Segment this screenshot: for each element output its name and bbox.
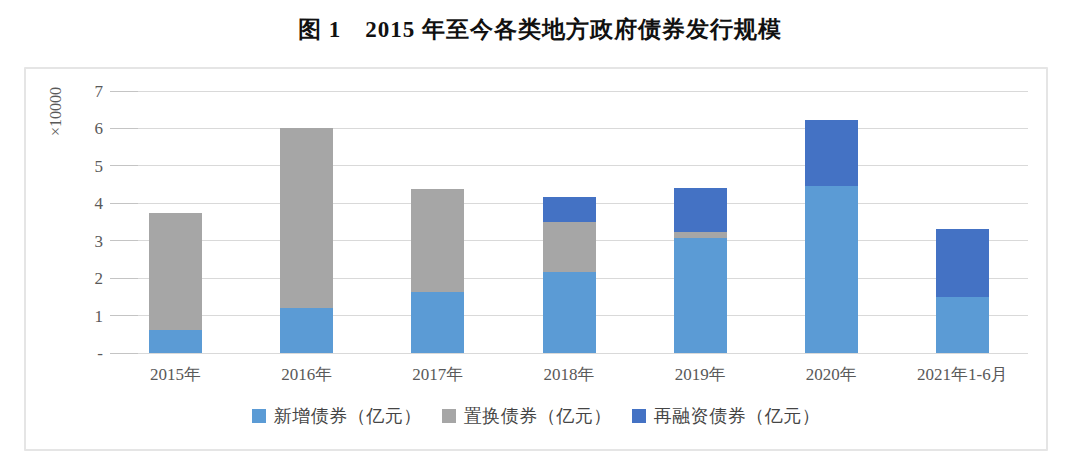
bar-segment: [280, 128, 333, 308]
y-axis-tick: [110, 315, 138, 316]
legend-label: 再融资债券（亿元）: [654, 404, 821, 428]
gridline: [110, 91, 1028, 92]
bar-segment: [674, 232, 727, 239]
bar-segment: [936, 229, 989, 297]
x-axis-label: 2015年: [101, 363, 251, 386]
bar-segment: [805, 186, 858, 353]
bar-segment: [543, 197, 596, 222]
x-axis-label: 2016年: [232, 363, 382, 386]
y-axis-tick: [110, 353, 138, 354]
y-tick-label: 3: [63, 233, 103, 250]
legend-swatch-icon: [632, 409, 646, 423]
legend-item: 再融资债券（亿元）: [632, 404, 821, 428]
bar-segment: [674, 238, 727, 353]
bar-segment: [149, 330, 202, 353]
bar-segment: [411, 189, 464, 291]
bar-segment: [411, 292, 464, 353]
y-tick-label: 6: [63, 120, 103, 137]
x-axis-label: 2018年: [494, 363, 644, 386]
x-axis-label: 2021年1-6月: [887, 363, 1037, 386]
y-tick-label: 4: [63, 195, 103, 212]
y-axis-tick: [110, 203, 138, 204]
bar-segment: [280, 308, 333, 353]
gridline: [110, 128, 1028, 129]
bar-segment: [543, 222, 596, 272]
legend-swatch-icon: [252, 409, 266, 423]
y-axis-tick: [110, 278, 138, 279]
y-tick-label: 2: [63, 270, 103, 287]
y-tick-label: 1: [63, 308, 103, 325]
legend-swatch-icon: [442, 409, 456, 423]
bar-segment: [805, 120, 858, 186]
bar-segment: [543, 272, 596, 353]
x-axis-label: 2019年: [625, 363, 775, 386]
legend: 新增债券（亿元） 置换债券（亿元） 再融资债券（亿元）: [24, 404, 1048, 428]
legend-item: 置换债券（亿元）: [442, 404, 612, 428]
legend-item: 新增债券（亿元）: [252, 404, 422, 428]
x-axis-label: 2020年: [756, 363, 906, 386]
y-tick-label: 7: [63, 83, 103, 100]
bar-segment: [936, 297, 989, 353]
y-axis-tick: [110, 91, 138, 92]
bar-segment: [674, 188, 727, 231]
legend-label: 新增债券（亿元）: [274, 404, 422, 428]
figure-title: 图 1 2015 年至今各类地方政府债券发行规模: [0, 14, 1080, 45]
gridline: [110, 165, 1028, 166]
y-axis-tick: [110, 128, 138, 129]
bar-segment: [149, 213, 202, 330]
y-axis-tick: [110, 240, 138, 241]
y-tick-label: -: [63, 345, 103, 362]
legend-label: 置换债券（亿元）: [464, 404, 612, 428]
x-axis-label: 2017年: [363, 363, 513, 386]
y-tick-label: 5: [63, 158, 103, 175]
y-axis-tick: [110, 165, 138, 166]
